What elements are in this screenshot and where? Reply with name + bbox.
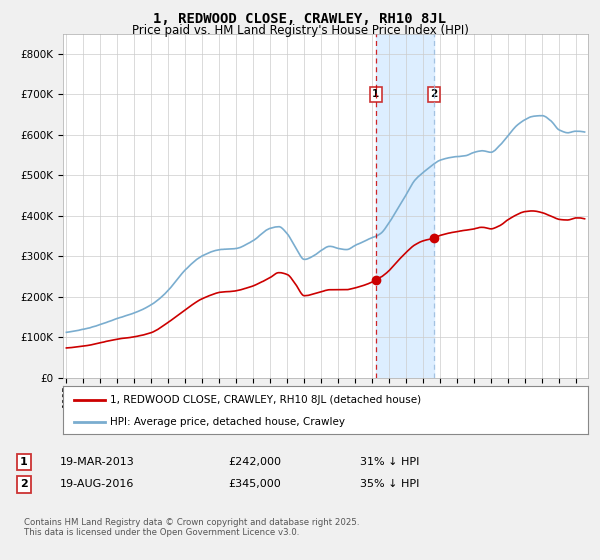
Text: 2: 2 xyxy=(20,479,28,489)
Text: 1: 1 xyxy=(20,457,28,467)
Text: 2: 2 xyxy=(430,90,437,99)
Text: 1: 1 xyxy=(372,90,379,99)
Text: HPI: Average price, detached house, Crawley: HPI: Average price, detached house, Craw… xyxy=(110,417,345,427)
Text: 31% ↓ HPI: 31% ↓ HPI xyxy=(360,457,419,467)
Text: 19-AUG-2016: 19-AUG-2016 xyxy=(60,479,134,489)
Text: 19-MAR-2013: 19-MAR-2013 xyxy=(60,457,135,467)
Text: Contains HM Land Registry data © Crown copyright and database right 2025.
This d: Contains HM Land Registry data © Crown c… xyxy=(24,518,359,538)
Text: Price paid vs. HM Land Registry's House Price Index (HPI): Price paid vs. HM Land Registry's House … xyxy=(131,24,469,36)
Text: 1, REDWOOD CLOSE, CRAWLEY, RH10 8JL (detached house): 1, REDWOOD CLOSE, CRAWLEY, RH10 8JL (det… xyxy=(110,395,421,405)
Text: 1, REDWOOD CLOSE, CRAWLEY, RH10 8JL: 1, REDWOOD CLOSE, CRAWLEY, RH10 8JL xyxy=(154,12,446,26)
Text: £242,000: £242,000 xyxy=(228,457,281,467)
Text: 35% ↓ HPI: 35% ↓ HPI xyxy=(360,479,419,489)
Bar xyxy=(376,34,434,378)
Text: £345,000: £345,000 xyxy=(228,479,281,489)
